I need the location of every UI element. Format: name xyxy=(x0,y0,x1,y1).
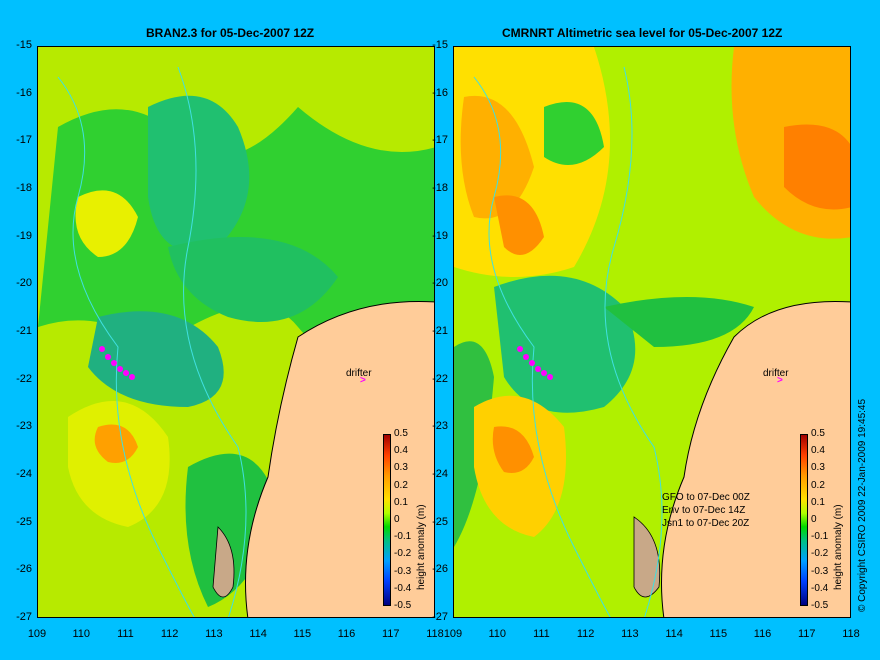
right-colorbar xyxy=(800,434,808,606)
y-tick-label: -26 xyxy=(16,563,32,576)
x-tick-label: 110 xyxy=(72,628,90,640)
left-panel-title: BRAN2.3 for 05-Dec-2007 12Z xyxy=(146,26,315,40)
x-tick-label: 114 xyxy=(249,628,267,640)
colorbar-tick-label: 0.2 xyxy=(394,479,408,491)
x-tick-label: 116 xyxy=(753,628,772,640)
y-tick-label: -23 xyxy=(16,420,32,433)
x-tick-label: 118 xyxy=(426,628,444,640)
y-tick-label: -16 xyxy=(16,86,32,99)
x-tick-label: 117 xyxy=(381,628,400,640)
x-tick-label: 112 xyxy=(160,628,179,640)
y-tick-label: -21 xyxy=(16,325,32,337)
y-tick-label: -18 xyxy=(432,182,448,194)
colorbar-tick-label: 0.1 xyxy=(811,496,825,508)
colorbar-tick-label: 0.5 xyxy=(811,428,825,439)
y-tick-label: -17 xyxy=(432,134,448,147)
right-drifter-marker: > xyxy=(777,375,783,386)
left-colorbar xyxy=(383,434,391,606)
y-tick-label: -15 xyxy=(16,39,32,51)
y-tick-label: -22 xyxy=(432,372,448,385)
x-tick-label: 114 xyxy=(665,628,683,640)
x-tick-label: 113 xyxy=(621,628,639,640)
y-tick-label: -25 xyxy=(16,515,32,528)
x-tick-label: 110 xyxy=(488,628,506,640)
y-tick-label: -25 xyxy=(432,515,448,528)
left-drifter-marker: > xyxy=(360,375,366,386)
colorbar-tick-label: 0 xyxy=(811,514,817,525)
colorbar-tick-label: -0.4 xyxy=(394,582,412,594)
y-tick-label: -26 xyxy=(432,563,448,576)
note-jsn1: Jsn1 to 07-Dec 20Z xyxy=(662,518,750,529)
x-tick-label: 116 xyxy=(337,628,356,640)
colorbar-tick-label: 0.4 xyxy=(811,445,825,457)
colorbar-tick-label: 0.3 xyxy=(811,462,825,474)
left-map-panel xyxy=(37,46,435,618)
y-tick-label: -23 xyxy=(432,420,448,433)
right-drifter-label: drifter xyxy=(763,368,789,379)
x-tick-label: 113 xyxy=(205,628,223,640)
y-tick-label: -27 xyxy=(432,611,448,623)
y-tick-label: -21 xyxy=(432,325,448,337)
colorbar-tick-label: -0.2 xyxy=(394,548,412,560)
left-drifter-label: drifter xyxy=(346,368,372,379)
colorbar-tick-label: -0.2 xyxy=(811,548,829,560)
y-tick-label: -22 xyxy=(16,372,32,385)
copyright-text: © Copyright CSIRO 2009 22-Jan-2009 19:45… xyxy=(857,398,868,612)
y-tick-label: -16 xyxy=(432,86,448,99)
colorbar-tick-label: -0.3 xyxy=(394,565,412,577)
right-panel-title: CMRNRT Altimetric sea level for 05-Dec-2… xyxy=(502,26,783,40)
colorbar-tick-label: 0.2 xyxy=(811,479,825,491)
colorbar-tick-label: -0.3 xyxy=(811,565,829,577)
colorbar-tick-label: 0.4 xyxy=(394,445,408,457)
right-map-panel xyxy=(453,46,851,618)
y-tick-label: -27 xyxy=(16,611,32,623)
x-tick-label: 118 xyxy=(842,628,860,640)
colorbar-tick-label: -0.4 xyxy=(811,582,829,594)
y-tick-label: -18 xyxy=(16,182,32,194)
colorbar-tick-label: 0.5 xyxy=(394,428,408,439)
colorbar-tick-label: 0.3 xyxy=(394,462,408,474)
colorbar-tick-label: -0.1 xyxy=(394,531,412,543)
x-tick-label: 112 xyxy=(576,628,595,640)
y-tick-label: -24 xyxy=(432,468,448,480)
x-tick-label: 111 xyxy=(117,628,134,640)
right-colorbar-label: height anomaly (m) xyxy=(833,504,844,590)
y-tick-label: -19 xyxy=(16,229,32,242)
note-gfo: GFO to 07-Dec 00Z xyxy=(662,492,750,503)
y-tick-label: -19 xyxy=(432,229,448,242)
y-tick-label: -20 xyxy=(432,277,448,290)
x-tick-label: 109 xyxy=(27,628,47,640)
x-tick-label: 109 xyxy=(443,628,463,640)
drifter-track xyxy=(99,346,135,380)
colorbar-tick-label: -0.5 xyxy=(811,600,829,611)
colorbar-tick-label: 0.1 xyxy=(394,496,408,508)
x-tick-label: 117 xyxy=(797,628,816,640)
x-tick-label: 115 xyxy=(293,628,312,640)
colorbar-tick-label: 0 xyxy=(394,514,400,525)
y-tick-label: -15 xyxy=(432,39,448,51)
y-tick-label: -20 xyxy=(16,277,32,290)
y-tick-label: -17 xyxy=(16,134,32,147)
left-colorbar-label: height anomaly (m) xyxy=(416,504,427,590)
x-tick-label: 115 xyxy=(709,628,728,640)
colorbar-tick-label: -0.5 xyxy=(394,600,412,611)
drifter-track xyxy=(517,346,553,380)
x-tick-label: 111 xyxy=(533,628,550,640)
note-env: Env to 07-Dec 14Z xyxy=(662,505,746,516)
colorbar-tick-label: -0.1 xyxy=(811,531,829,543)
y-tick-label: -24 xyxy=(16,468,32,480)
